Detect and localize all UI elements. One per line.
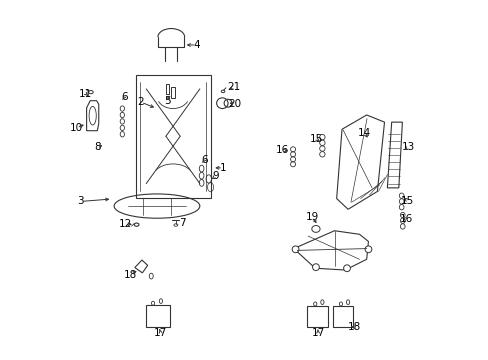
Text: 13: 13 <box>401 142 415 152</box>
Polygon shape <box>386 122 402 188</box>
Text: 2: 2 <box>137 97 144 107</box>
Text: 10: 10 <box>70 123 83 133</box>
Bar <box>332 306 353 327</box>
Text: 15: 15 <box>309 134 322 144</box>
Bar <box>165 84 169 94</box>
Text: 16: 16 <box>276 145 289 156</box>
Text: 14: 14 <box>357 128 370 138</box>
Ellipse shape <box>174 224 178 226</box>
Ellipse shape <box>216 98 227 109</box>
Text: 20: 20 <box>227 99 241 109</box>
Text: 18: 18 <box>347 322 361 332</box>
Polygon shape <box>293 231 367 270</box>
Bar <box>171 87 175 98</box>
Text: 17: 17 <box>154 328 167 338</box>
Text: 15: 15 <box>400 196 413 206</box>
Text: 18: 18 <box>123 270 137 280</box>
Ellipse shape <box>365 246 371 253</box>
Text: 11: 11 <box>79 89 92 99</box>
Text: 12: 12 <box>119 219 132 229</box>
Bar <box>307 306 327 327</box>
Text: 21: 21 <box>227 82 240 92</box>
Text: 7: 7 <box>178 217 185 228</box>
Polygon shape <box>135 260 147 273</box>
Text: 1: 1 <box>219 163 226 173</box>
Text: 8: 8 <box>95 142 101 152</box>
Bar <box>135 75 210 198</box>
Polygon shape <box>336 115 384 209</box>
Bar <box>145 305 169 327</box>
Ellipse shape <box>312 264 319 271</box>
Ellipse shape <box>292 246 298 253</box>
Ellipse shape <box>221 90 224 93</box>
Text: 9: 9 <box>211 171 218 181</box>
Polygon shape <box>86 101 99 131</box>
Text: 6: 6 <box>201 155 207 165</box>
Text: 4: 4 <box>193 40 199 50</box>
Ellipse shape <box>343 265 350 272</box>
Text: 16: 16 <box>399 214 412 224</box>
Text: 3: 3 <box>78 197 84 206</box>
Text: 6: 6 <box>121 92 127 102</box>
Text: 5: 5 <box>164 96 171 107</box>
Text: 17: 17 <box>311 328 324 338</box>
Text: 19: 19 <box>305 212 318 222</box>
Ellipse shape <box>134 223 139 226</box>
